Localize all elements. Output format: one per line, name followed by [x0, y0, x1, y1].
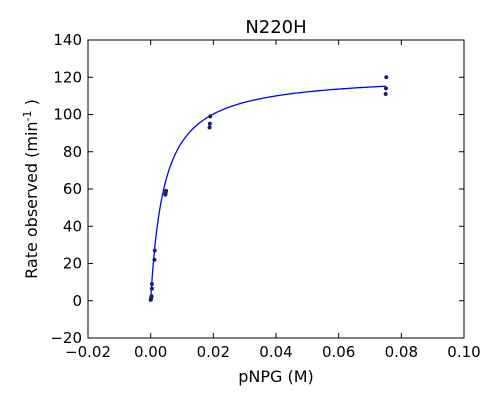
- x-tick-label: 0.08: [385, 343, 418, 361]
- plot-frame: [87, 39, 465, 339]
- data-point: [383, 86, 388, 91]
- y-axis-label-main: Rate observed (min: [22, 121, 41, 278]
- data-point: [383, 92, 388, 97]
- x-tick-label: 0.04: [259, 343, 292, 361]
- data-point: [207, 125, 212, 130]
- x-tick-label: 0.02: [197, 343, 230, 361]
- y-tick-label: 0: [72, 292, 82, 310]
- y-axis-label: Rate observed (min-1 ): [21, 99, 42, 279]
- data-point: [149, 281, 154, 286]
- y-tick-label: 100: [53, 106, 82, 124]
- y-tick-label: 140: [53, 31, 82, 49]
- data-point: [207, 121, 212, 126]
- y-axis: −20 0 20 40 60 80 100 120 140: [50, 31, 464, 347]
- x-tick-label: 0.06: [322, 343, 355, 361]
- x-tick-label: −0.02: [65, 343, 111, 361]
- fit-curve-line: [150, 85, 386, 301]
- data-point: [149, 294, 154, 299]
- x-axis-label: pNPG (M): [238, 367, 314, 386]
- data-point: [384, 75, 389, 80]
- y-tick-label: 60: [63, 180, 82, 198]
- x-tick-label: 0.10: [447, 343, 480, 361]
- y-axis-label-end: ): [22, 99, 41, 110]
- plot-area: [148, 75, 389, 302]
- chart-title: N220H: [245, 17, 306, 38]
- data-point: [152, 257, 157, 262]
- y-tick-label: 120: [53, 68, 82, 86]
- x-tick-label: 0.00: [134, 343, 167, 361]
- y-tick-label: 80: [63, 143, 82, 161]
- data-point: [152, 248, 157, 253]
- x-axis: −0.02 0.00 0.02 0.04 0.06 0.08 0.10: [65, 40, 481, 361]
- y-tick-label: 40: [63, 217, 82, 235]
- y-tick-label: 20: [63, 255, 82, 273]
- data-point: [164, 188, 169, 193]
- y-axis-label-superscript: -1: [21, 110, 34, 121]
- y-tick-label: −20: [50, 329, 82, 347]
- data-point: [208, 114, 213, 119]
- data-point: [149, 286, 154, 291]
